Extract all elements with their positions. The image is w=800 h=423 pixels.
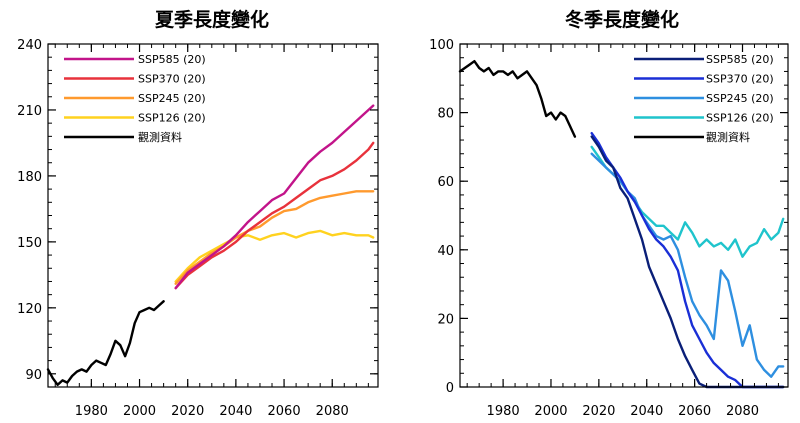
y-tick-label: 80 bbox=[437, 107, 454, 122]
legend-label-1: SSP370 (20) bbox=[138, 73, 206, 86]
x-tick-label: 2020 bbox=[582, 404, 615, 419]
legend-label-4: 觀測資料 bbox=[706, 130, 750, 144]
y-tick-label: 0 bbox=[446, 381, 454, 396]
legend-label-0: SSP585 (20) bbox=[138, 53, 206, 66]
series-line-4 bbox=[458, 60, 577, 138]
plot-frame bbox=[47, 43, 379, 388]
legend-label-3: SSP126 (20) bbox=[706, 112, 774, 125]
x-tick-label: 2000 bbox=[123, 404, 156, 419]
y-tick-label: 60 bbox=[437, 175, 454, 190]
chart-panel-summer: 夏季長度變化 1980 2000 2020 2040 2060 2080 90 120 150 18… bbox=[17, 8, 379, 419]
y-tick-label: 20 bbox=[437, 312, 454, 327]
series-line-0 bbox=[174, 104, 375, 290]
series-line-1 bbox=[174, 141, 375, 290]
series-line-3 bbox=[174, 229, 375, 283]
y-tick-label: 150 bbox=[17, 236, 42, 251]
legend-label-4: 觀測資料 bbox=[138, 130, 182, 144]
x-tick-label: 2040 bbox=[219, 404, 252, 419]
chart-title: 夏季長度變化 bbox=[155, 8, 269, 31]
y-tick-label: 40 bbox=[437, 244, 454, 259]
legend: SSP585 (20) SSP370 (20) SSP245 (20) SSP126 … bbox=[634, 53, 774, 144]
y-tick-label: 90 bbox=[25, 368, 42, 383]
y-tick-label: 100 bbox=[429, 38, 454, 53]
legend-label-3: SSP126 (20) bbox=[138, 112, 206, 125]
series-line-1 bbox=[590, 131, 785, 389]
series-line-2 bbox=[174, 190, 375, 285]
x-tick-label: 1980 bbox=[487, 404, 520, 419]
plot-frame bbox=[459, 43, 789, 388]
x-tick-label: 2080 bbox=[726, 404, 759, 419]
x-tick-label: 2040 bbox=[630, 404, 663, 419]
series-line-3 bbox=[590, 145, 785, 258]
x-tick-label: 2080 bbox=[316, 404, 349, 419]
y-tick-label: 180 bbox=[17, 170, 42, 185]
legend: SSP585 (20) SSP370 (20) SSP245 (20) SSP126 … bbox=[64, 53, 206, 144]
series-line-4 bbox=[46, 300, 165, 386]
y-tick-label: 120 bbox=[17, 302, 42, 317]
chart-title: 冬季長度變化 bbox=[565, 8, 679, 31]
x-tick-label: 1980 bbox=[75, 404, 108, 419]
legend-label-1: SSP370 (20) bbox=[706, 73, 774, 86]
y-tick-label: 240 bbox=[17, 38, 42, 53]
x-tick-label: 2000 bbox=[534, 404, 567, 419]
x-tick-label: 2060 bbox=[678, 404, 711, 419]
legend-label-2: SSP245 (20) bbox=[706, 92, 774, 105]
x-tick-label: 2020 bbox=[171, 404, 204, 419]
y-tick-label: 210 bbox=[17, 104, 42, 119]
legend-label-0: SSP585 (20) bbox=[706, 53, 774, 66]
x-tick-label: 2060 bbox=[268, 404, 301, 419]
legend-label-2: SSP245 (20) bbox=[138, 92, 206, 105]
